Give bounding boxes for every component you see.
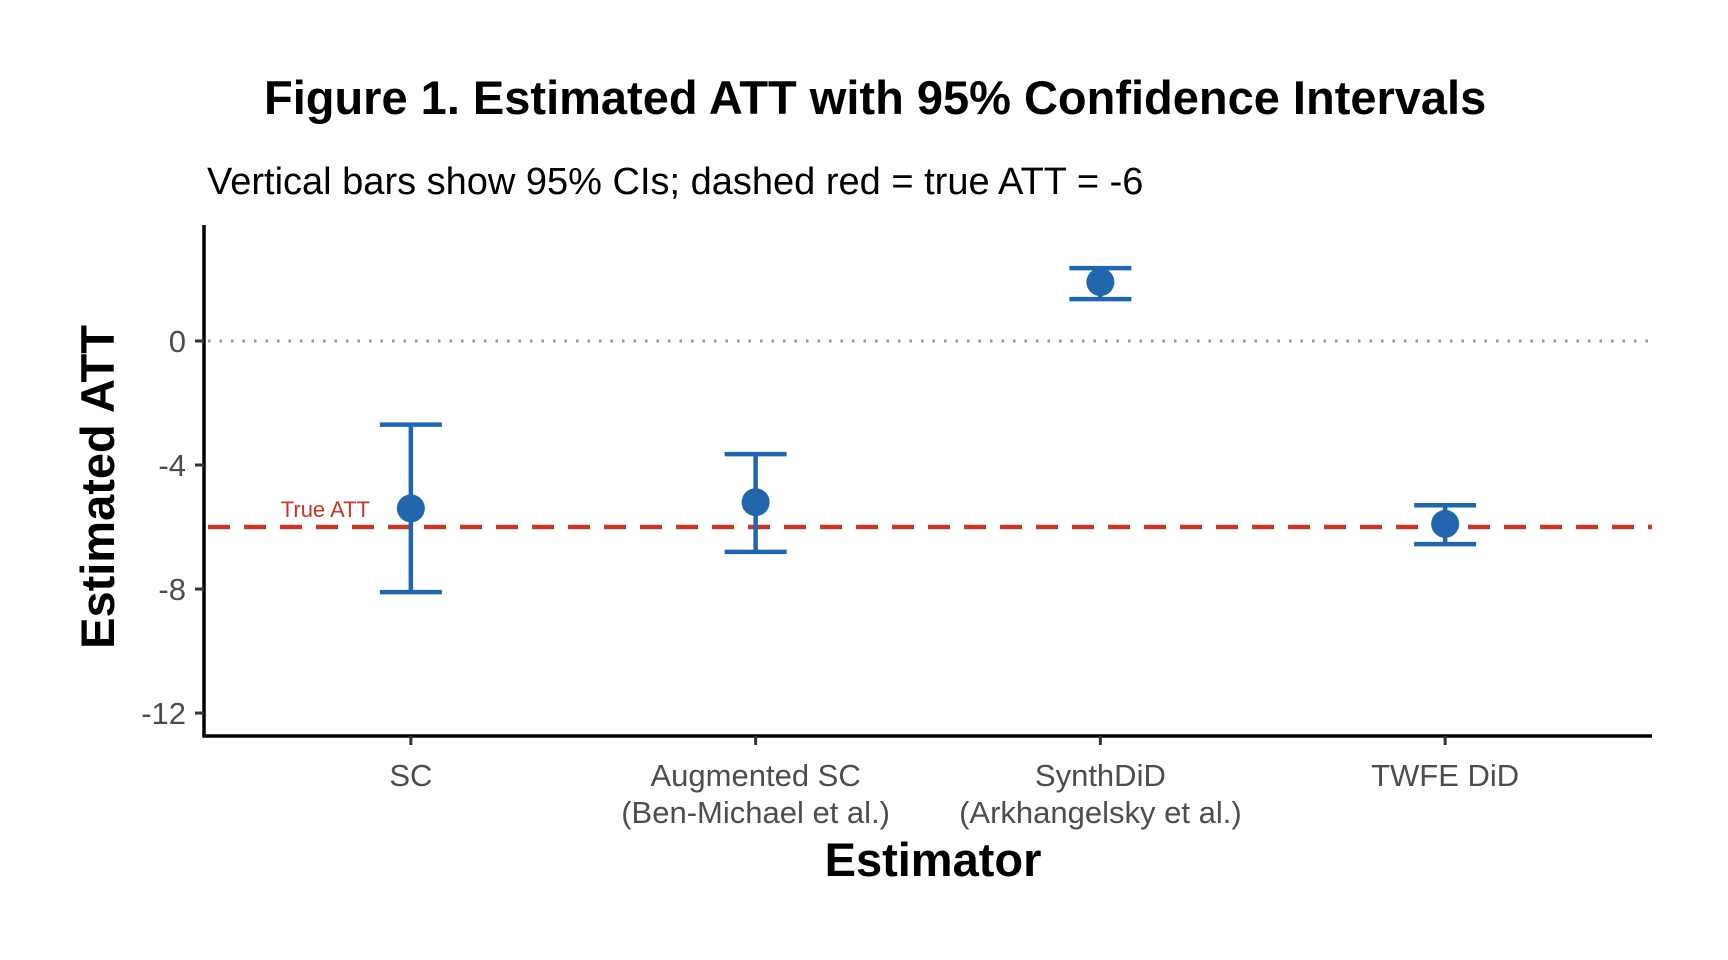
y-axis-title: Estimated ATT bbox=[71, 325, 124, 649]
error-bar-group bbox=[379, 422, 442, 595]
estimate-point bbox=[1086, 268, 1115, 297]
x-axis: SC Augmented SC(Ben-Michael et al.) SynthD… bbox=[202, 734, 1652, 830]
estimate-point bbox=[1431, 509, 1460, 538]
reference-lines: True ATT bbox=[208, 339, 1652, 530]
y-tick-label: -8 bbox=[158, 572, 186, 607]
estimate-point bbox=[396, 494, 425, 523]
x-tick-label: SC bbox=[389, 758, 432, 793]
estimate-point bbox=[741, 488, 770, 517]
y-tick-label: -4 bbox=[158, 448, 186, 483]
x-tick-label: TWFE DiD bbox=[1371, 758, 1519, 793]
error-bar-group bbox=[1414, 503, 1477, 547]
x-axis-title: Estimator bbox=[825, 833, 1042, 886]
x-tick-label: (Ben-Michael et al.) bbox=[621, 795, 890, 830]
data-marks bbox=[379, 265, 1477, 595]
y-tick-label: -12 bbox=[141, 696, 186, 731]
chart-title: Figure 1. Estimated ATT with 95% Confide… bbox=[264, 71, 1486, 124]
error-bar-group bbox=[724, 451, 787, 555]
x-tick-label: Augmented SC bbox=[651, 758, 861, 793]
chart-subtitle: Vertical bars show 95% CIs; dashed red =… bbox=[207, 161, 1143, 203]
true-att-label: True ATT bbox=[281, 497, 370, 522]
x-tick-label: SynthDiD bbox=[1035, 758, 1166, 793]
x-tick-label: (Arkhangelsky et al.) bbox=[959, 795, 1242, 830]
y-tick-label: 0 bbox=[169, 324, 186, 359]
error-bar-group bbox=[1069, 265, 1132, 302]
y-axis: 0 -4 -8 -12 bbox=[141, 225, 206, 738]
